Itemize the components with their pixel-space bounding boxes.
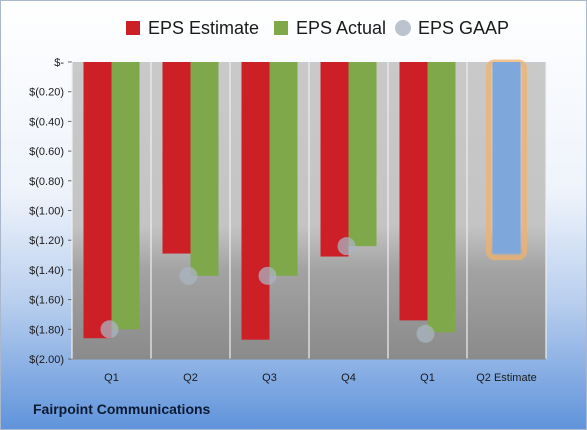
y-tick-label: $(1.80) <box>29 324 64 336</box>
legend-eps-gaap-swatch <box>395 20 411 36</box>
y-tick-label: $(2.00) <box>29 354 64 366</box>
legend-eps-actual-swatch <box>274 21 288 35</box>
y-tick-label: $(1.60) <box>29 295 64 307</box>
x-tick-label: Q2 Estimate <box>476 372 537 384</box>
x-tick-label: Q2 <box>183 372 198 384</box>
y-tick-label: $- <box>54 57 64 69</box>
bars <box>71 59 547 359</box>
legend-eps-estimate-label: EPS Estimate <box>148 18 259 38</box>
eps-estimate-bar <box>83 62 112 339</box>
eps-actual-bar <box>427 62 456 333</box>
company-name: Fairpoint Communications <box>33 401 211 417</box>
gaap-markers <box>100 237 435 343</box>
legend-eps-estimate-swatch <box>126 21 140 35</box>
y-tick-label: $(0.20) <box>29 87 64 99</box>
x-axis: Q1 Q2 Q3 Q4 Q1 Q2 Estimate <box>72 358 546 384</box>
y-axis: $- $(0.20) $(0.40) $(0.60) $(0.80) $(1.00) $(1… <box>29 57 73 366</box>
y-tick-label: $(1.40) <box>29 265 64 277</box>
y-tick-label: $(1.20) <box>29 235 64 247</box>
eps-actual-bar <box>348 62 377 247</box>
x-tick-label: Q4 <box>341 372 356 384</box>
x-tick-label: Q1 <box>104 372 119 384</box>
eps-gaap-marker <box>100 320 119 339</box>
q2-estimate-bar <box>492 62 521 254</box>
y-tick-label: $(0.80) <box>29 176 64 188</box>
y-tick-label: $(1.00) <box>29 206 64 218</box>
eps-estimate-bar <box>162 62 191 254</box>
x-tick-label: Q1 <box>420 372 435 384</box>
eps-actual-bar <box>190 62 219 276</box>
eps-gaap-marker <box>337 237 356 256</box>
legend: EPS Estimate EPS Actual EPS GAAP <box>126 18 509 38</box>
eps-estimate-bar <box>241 62 270 340</box>
eps-estimate-bar <box>399 62 428 321</box>
legend-eps-gaap-label: EPS GAAP <box>418 18 509 38</box>
y-tick-label: $(0.40) <box>29 116 64 128</box>
eps-gaap-marker <box>179 266 198 285</box>
eps-actual-bar <box>111 62 140 330</box>
y-tick-label: $(0.60) <box>29 146 64 158</box>
x-tick-label: Q3 <box>262 372 277 384</box>
eps-actual-bar <box>269 62 298 276</box>
eps-gaap-marker <box>416 324 435 343</box>
eps-estimate-bar <box>320 62 349 257</box>
legend-eps-actual-label: EPS Actual <box>296 18 386 38</box>
eps-gaap-marker <box>258 266 277 285</box>
